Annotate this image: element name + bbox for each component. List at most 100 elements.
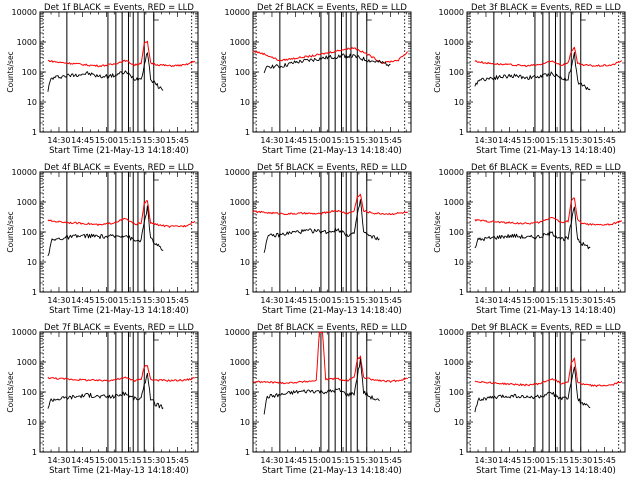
x-tick-label: 15:00 [308,456,331,465]
events-series-line [474,366,591,413]
y-tick-label: 1000 [17,358,37,367]
y-tick-label: 1000 [17,38,37,47]
plot-frame [252,11,412,133]
y-tick-label: 100 [22,228,37,237]
x-tick-label: 14:45 [284,456,307,465]
x-tick-label: 15:45 [379,456,402,465]
y-tick-label: 100 [449,68,464,77]
x-tick-label: 14:45 [498,136,521,145]
panel-det-9: 1 10 100 1000 10000 14:30 14:45 15:00 15:15 15:30… [433,323,626,476]
y-tick-label: 1000 [230,358,250,367]
x-tick-label: 15:00 [522,456,545,465]
panel-det-5: 1 10 100 1000 10000 14:30 14:45 15:00 15:15 15:30… [219,163,412,316]
x-tick-label: 15:30 [355,456,378,465]
plot-frame [39,331,199,453]
marker-hook [580,174,586,181]
x-tick-label: 14:30 [474,296,497,305]
y-tick-label: 1000 [17,198,37,207]
y-axis-label: Counts/sec [219,51,228,92]
x-tick-label: 14:45 [71,296,94,305]
y-tick-label: 100 [235,388,250,397]
x-tick-label: 14:45 [498,296,521,305]
x-tick-label: 14:45 [284,136,307,145]
lld-series-line [47,365,195,382]
lld-series-line [47,200,196,228]
lld-series-line [474,46,623,68]
y-axis-label: Counts/sec [433,371,442,412]
y-tick-label: 10 [454,258,464,267]
x-tick-label: 15:45 [379,296,402,305]
y-tick-label: 10 [27,418,37,427]
y-tick-label: 100 [22,388,37,397]
y-tick-label: 10 [240,258,250,267]
plot-frame [39,171,199,293]
x-tick-label: 15:45 [166,136,189,145]
x-axis-label: Start Time (21-May-13 14:18:40) [476,146,616,156]
panel-det-4: 1 10 100 1000 10000 14:30 14:45 15:00 15:15 15:30… [6,163,199,316]
y-tick-label: 1 [459,288,464,297]
y-tick-label: 10 [27,258,37,267]
y-tick-label: 10000 [12,168,37,177]
marker-hook [580,334,586,341]
lld-series-line [474,357,623,388]
x-tick-label: 14:45 [498,456,521,465]
x-tick-label: 15:00 [308,136,331,145]
marker-hook [580,14,586,21]
x-tick-label: 14:30 [47,296,70,305]
y-tick-label: 1 [32,288,37,297]
events-series-line [474,206,591,250]
y-tick-label: 10000 [439,168,464,177]
x-tick-label: 15:15 [119,296,142,305]
lld-series-line [47,40,196,68]
y-tick-label: 1 [245,128,250,137]
panel-det-7: 1 10 100 1000 10000 14:30 14:45 15:00 15:15 15:30… [6,323,199,476]
y-tick-label: 1000 [444,38,464,47]
panel-title: Det 4f BLACK = Events, RED = LLD [44,163,194,173]
x-tick-label: 14:45 [71,456,94,465]
marker-hook [153,14,159,21]
x-tick-label: 14:30 [474,456,497,465]
y-tick-label: 1 [32,128,37,137]
y-tick-label: 1 [32,448,37,457]
panel-title: Det 3f BLACK = Events, RED = LLD [471,3,621,13]
x-tick-label: 14:30 [47,456,70,465]
x-tick-label: 15:45 [593,136,616,145]
x-tick-label: 15:30 [142,296,165,305]
panel-det-2: 1 10 100 1000 10000 14:30 14:45 15:00 15:15 15:30… [219,3,412,156]
y-tick-label: 1 [459,448,464,457]
plot-frame [252,331,412,453]
x-tick-label: 15:30 [569,296,592,305]
x-tick-label: 15:15 [332,296,355,305]
y-tick-label: 100 [235,228,250,237]
y-tick-label: 1000 [230,38,250,47]
x-tick-label: 15:00 [95,456,118,465]
x-axis-label: Start Time (21-May-13 14:18:40) [262,466,402,476]
x-tick-label: 14:30 [47,136,70,145]
y-axis-label: Counts/sec [219,211,228,252]
x-axis-label: Start Time (21-May-13 14:18:40) [49,466,189,476]
panel-title: Det 1f BLACK = Events, RED = LLD [44,3,194,13]
panel-det-1: 1 10 100 1000 10000 14:30 14:45 15:00 15:15 15:30… [6,3,199,156]
y-tick-label: 1000 [444,198,464,207]
y-tick-label: 10 [240,418,250,427]
panel-title: Det 6f BLACK = Events, RED = LLD [471,163,621,173]
y-tick-label: 100 [235,68,250,77]
y-tick-label: 1000 [444,358,464,367]
y-tick-label: 10000 [12,328,37,337]
x-tick-label: 15:15 [119,136,142,145]
plot-frame [466,171,626,293]
x-tick-label: 15:30 [355,136,378,145]
marker-hook [366,14,372,21]
x-tick-label: 15:45 [379,136,402,145]
x-tick-label: 15:15 [332,456,355,465]
events-series-line [263,358,380,415]
panel-title: Det 9f BLACK = Events, RED = LLD [471,323,621,333]
panel-title: Det 5f BLACK = Events, RED = LLD [257,163,407,173]
y-tick-label: 10000 [439,328,464,337]
x-tick-label: 15:30 [142,456,165,465]
x-tick-label: 15:30 [355,296,378,305]
y-tick-label: 10000 [439,8,464,17]
x-axis-label: Start Time (21-May-13 14:18:40) [476,306,616,316]
x-axis-label: Start Time (21-May-13 14:18:40) [262,146,402,156]
